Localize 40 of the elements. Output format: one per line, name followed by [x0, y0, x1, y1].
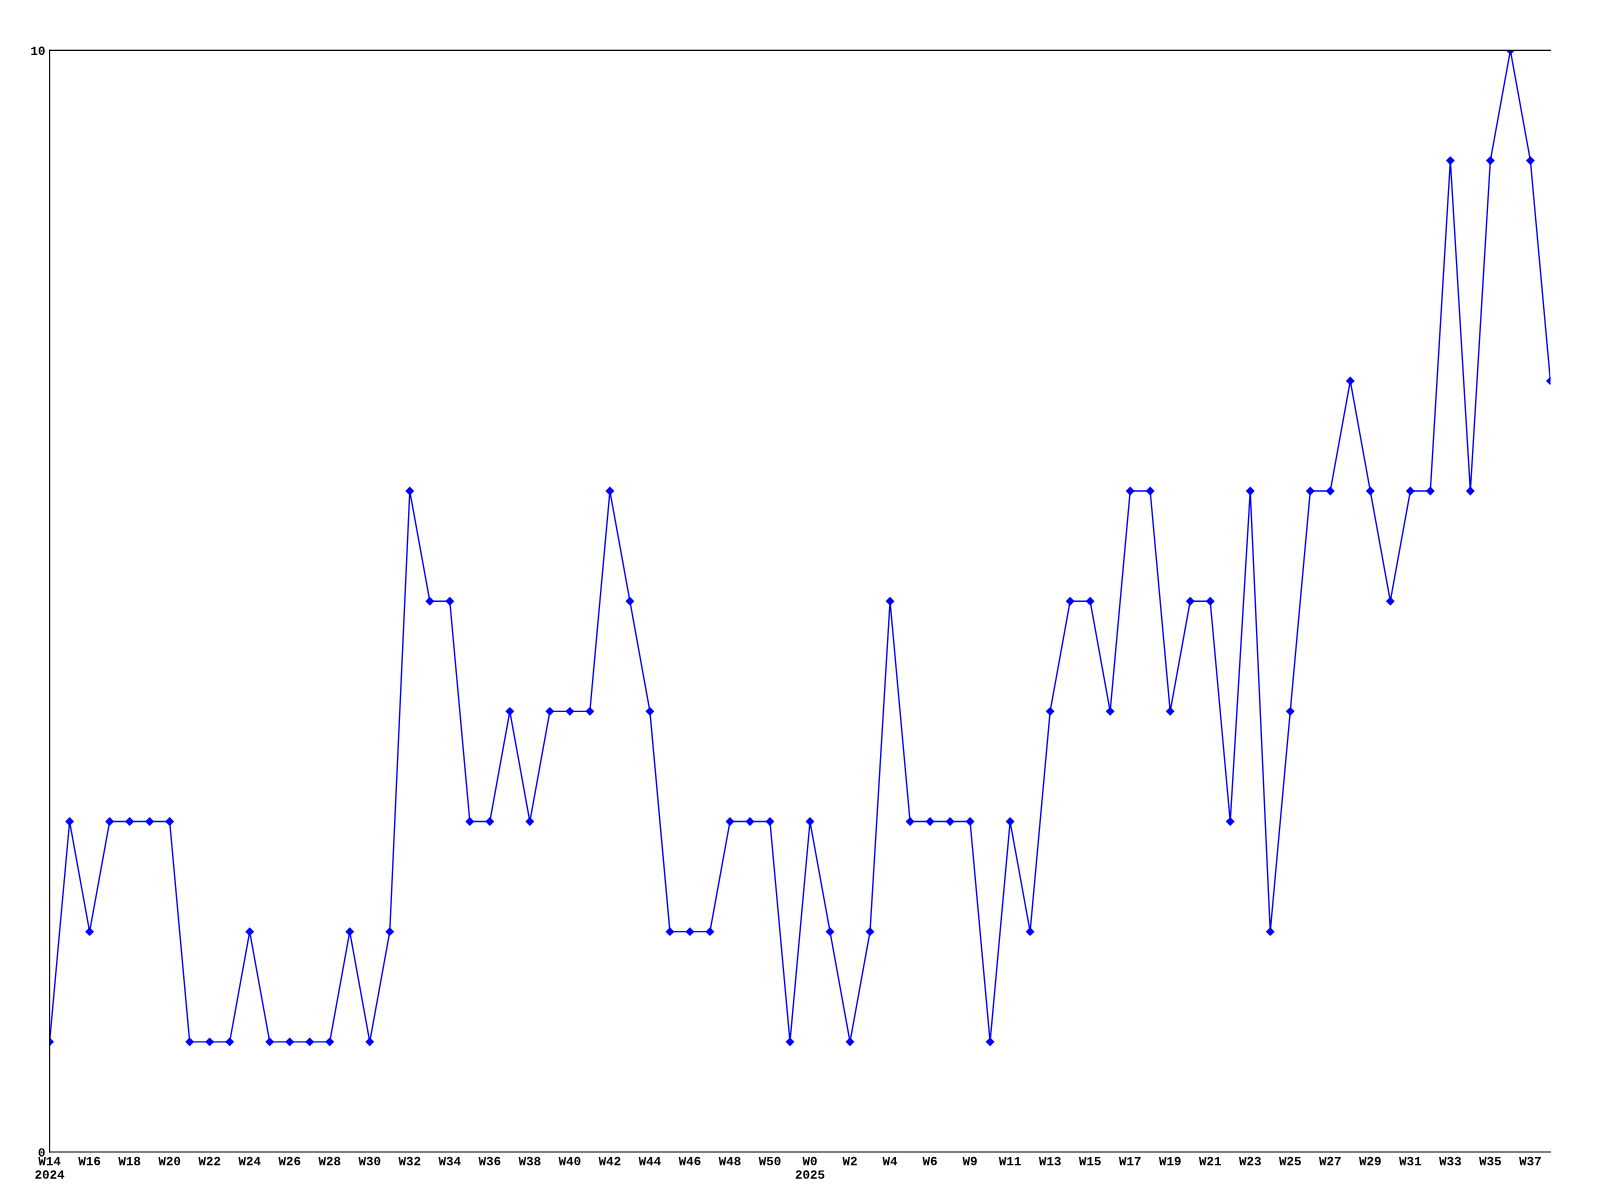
- x-tick-label: W33: [1439, 1156, 1461, 1166]
- x-tick-label: W18: [118, 1156, 141, 1166]
- x-tick-label: W20: [158, 1156, 181, 1166]
- x-tick-label: W2: [842, 1156, 857, 1166]
- x-tick-label: W46: [678, 1156, 701, 1166]
- x-tick-label: W16: [78, 1156, 101, 1166]
- x-tick-label: W50: [758, 1156, 781, 1166]
- x-tick-label: W0 2025: [795, 1156, 825, 1179]
- x-tick-label: W37: [1519, 1156, 1541, 1166]
- x-tick-label: W48: [718, 1156, 741, 1166]
- x-tick-label: W42: [598, 1156, 621, 1166]
- x-tick-label: W17: [1118, 1156, 1141, 1166]
- x-tick-label: W6: [922, 1156, 937, 1166]
- x-tick-label: W14 2024: [35, 1156, 65, 1179]
- x-tick-label: W13: [1038, 1156, 1061, 1166]
- x-tick-label: W32: [398, 1156, 421, 1166]
- y-tick-label: 10: [31, 46, 45, 56]
- x-tick-label: W23: [1238, 1156, 1261, 1166]
- x-tick-label: W4: [882, 1156, 898, 1166]
- x-tick-label: W26: [278, 1156, 301, 1166]
- x-tick-label: W21: [1198, 1156, 1221, 1166]
- x-tick-label: W38: [518, 1156, 541, 1166]
- x-tick-label: W34: [438, 1156, 461, 1166]
- x-tick-label: W31: [1399, 1156, 1422, 1166]
- x-tick-label: W11: [998, 1156, 1021, 1166]
- x-tick-label: W28: [318, 1156, 341, 1166]
- x-tick-label: W24: [238, 1156, 261, 1166]
- x-tick-label: W29: [1359, 1156, 1381, 1166]
- x-tick-label: W22: [198, 1156, 221, 1166]
- x-tick-label: W35: [1479, 1156, 1501, 1166]
- x-tick-label: W44: [638, 1156, 661, 1166]
- x-tick-label: W27: [1319, 1156, 1341, 1166]
- x-tick-label: W30: [358, 1156, 381, 1166]
- x-tick-label: W9: [962, 1156, 977, 1166]
- x-tick-label: W25: [1279, 1156, 1301, 1166]
- x-tick-label: W15: [1078, 1156, 1101, 1166]
- x-tick-label: W40: [558, 1156, 581, 1166]
- x-tick-label: W19: [1158, 1156, 1181, 1166]
- x-tick-label: W36: [478, 1156, 501, 1166]
- y-tick-label: 0: [38, 1148, 45, 1157]
